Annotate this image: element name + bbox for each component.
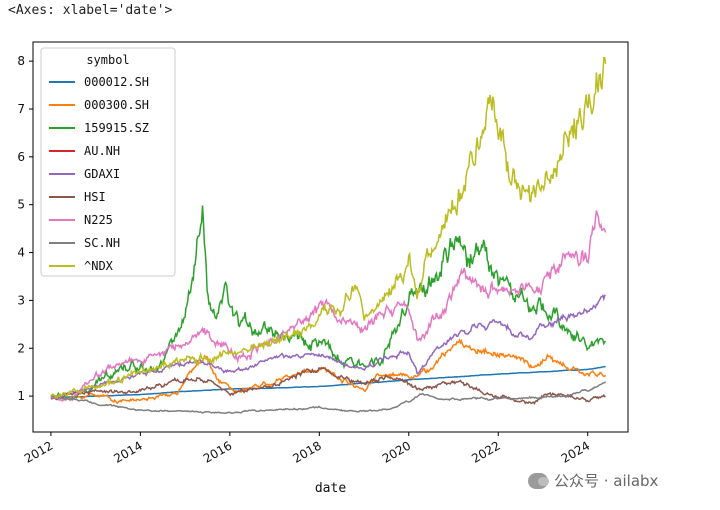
y-axis: 1 2 3 4 5 6 7 8 (17, 54, 33, 403)
x-tick-label: 2020 (380, 438, 413, 465)
legend-entry: N225 (84, 213, 113, 227)
legend-title: symbol (86, 53, 129, 67)
x-axis-title: date (315, 481, 346, 496)
x-tick-label: 2012 (22, 438, 55, 465)
legend-entry: GDAXI (84, 167, 120, 181)
series-line (50, 210, 607, 402)
legend-entry: AU.NH (84, 144, 120, 158)
y-tick-label: 7 (17, 102, 25, 116)
axes-frame (32, 41, 629, 433)
series-line (50, 381, 607, 414)
output-repr-text: <Axes: xlabel='date'> (8, 3, 173, 18)
legend: symbol 000012.SH 000300.SH 159915.SZ AU.NH GD… (40, 47, 176, 277)
x-tick-label: 2014 (111, 438, 144, 465)
y-tick-label: 1 (17, 389, 25, 403)
y-tick-label: 2 (17, 341, 25, 355)
watermark-text: 公众号 · ailabx (554, 472, 659, 490)
series-line (50, 338, 607, 405)
x-axis: 2012 2014 2016 2018 2020 2022 2024 (22, 432, 592, 466)
legend-entry: 000300.SH (84, 98, 149, 112)
series-line (50, 365, 606, 399)
x-tick-label: 2018 (290, 438, 323, 465)
x-tick-label: 2022 (469, 438, 502, 465)
legend-entry: 159915.SZ (84, 121, 149, 135)
watermark: 公众号 · ailabx (528, 470, 658, 491)
legend-entry: SC.NH (84, 236, 120, 250)
y-tick-label: 3 (17, 293, 25, 307)
x-tick-label: 2016 (201, 438, 234, 465)
series-line (50, 294, 606, 400)
plot-lines (50, 57, 607, 414)
y-tick-label: 5 (17, 198, 25, 212)
x-tick-label: 2024 (559, 438, 592, 465)
legend-entry: HSI (84, 190, 106, 204)
legend-entry: 000012.SH (84, 75, 149, 89)
y-tick-label: 4 (17, 246, 25, 260)
y-tick-label: 6 (17, 150, 25, 164)
legend-entry: ^NDX (84, 259, 114, 273)
wechat-icon (528, 472, 549, 489)
series-line (50, 57, 607, 399)
y-tick-label: 8 (17, 54, 25, 68)
